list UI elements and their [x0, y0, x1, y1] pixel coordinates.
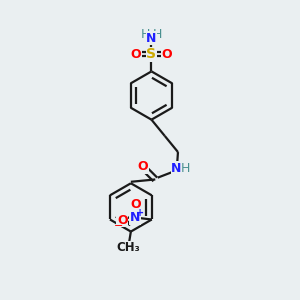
Text: N: N	[130, 211, 140, 224]
Text: H: H	[141, 28, 150, 41]
Text: O: O	[137, 160, 148, 173]
Text: H: H	[181, 162, 190, 175]
Text: O: O	[131, 48, 142, 61]
Text: +: +	[136, 208, 144, 218]
Text: −: −	[114, 221, 124, 231]
Text: O: O	[161, 48, 172, 61]
Text: O: O	[130, 198, 141, 211]
Text: O: O	[117, 214, 128, 227]
Text: N: N	[171, 162, 182, 175]
Text: CH₃: CH₃	[116, 241, 140, 254]
Text: H: H	[153, 28, 162, 41]
Text: N: N	[146, 32, 157, 45]
Text: S: S	[146, 47, 157, 61]
